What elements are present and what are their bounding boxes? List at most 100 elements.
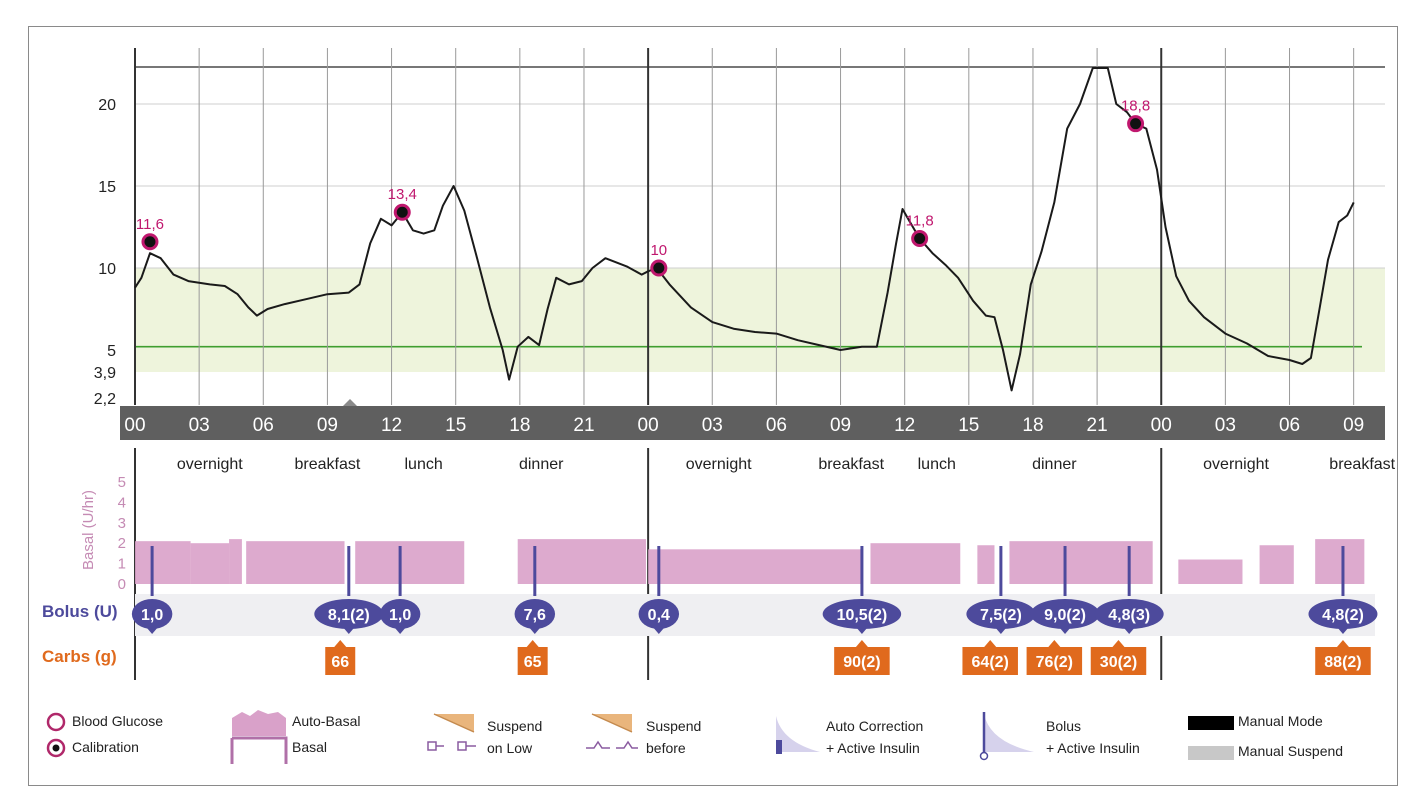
legend-suspend-before-1: Suspend: [646, 718, 702, 734]
carbs-box: [1315, 647, 1371, 675]
carbs-pointer: [334, 640, 347, 647]
meal-period-label: overnight: [1203, 456, 1269, 473]
bg-reading-label: 11,8: [906, 212, 934, 229]
bolus-label: 4,8(3): [1108, 607, 1150, 624]
x-tick-label: 15: [958, 415, 979, 436]
legend-bolus-2: + Active Insulin: [1046, 740, 1140, 756]
report-frame: [28, 26, 1398, 786]
basal-block: [1009, 541, 1153, 584]
bolus-pointer: [994, 627, 1007, 634]
carbs-label: 30(2): [1100, 654, 1137, 671]
bolus-label: 1,0: [141, 607, 163, 624]
basal-block: [870, 543, 961, 584]
x-tick-label: 06: [1279, 415, 1300, 436]
glucose-line: [134, 67, 1355, 392]
bg-reading-marker: [393, 203, 411, 221]
carbs-pointer: [984, 640, 997, 647]
legend-blood-glucose: Blood Glucose: [72, 713, 164, 729]
basal-block: [246, 541, 345, 584]
carbs-label: 90(2): [843, 654, 880, 671]
carbs-pointer: [526, 640, 539, 647]
bg-reading-label: 10: [650, 242, 667, 259]
y-tick-label: 10: [98, 261, 116, 278]
x-tick-label: 00: [1151, 415, 1172, 436]
blood-glucose-icon: [46, 712, 66, 732]
carbs-pointer: [1112, 640, 1125, 647]
bolus-pointer: [394, 627, 407, 634]
bg-reading-marker: [141, 233, 159, 251]
y-tick-label: 3,9: [94, 365, 116, 382]
x-tick-label: 09: [830, 415, 851, 436]
bolus-pill: [131, 599, 173, 629]
carbs-axis-label: Carbs (g): [42, 647, 117, 666]
y-tick-label: 2,2: [94, 391, 116, 408]
basal-block: [1315, 539, 1365, 584]
bg-reading-label: 18,8: [1121, 98, 1150, 115]
x-tick-label: 18: [1022, 415, 1043, 436]
x-tick-label: 21: [1087, 415, 1108, 436]
bolus-pill: [514, 599, 556, 629]
bolus-pill: [1308, 599, 1378, 629]
carbs-label: 88(2): [1324, 654, 1361, 671]
basal-block: [1178, 559, 1243, 584]
bg-reading-marker: [650, 259, 668, 277]
legend-bolus-1: Bolus: [1046, 718, 1082, 734]
bolus-pointer: [855, 627, 868, 634]
legend-basal: Basal: [292, 739, 328, 755]
meal-period-label: lunch: [918, 456, 956, 473]
bolus-label: 10,5(2): [837, 607, 888, 624]
basal-block: [648, 549, 862, 584]
legend-auto-correction-2: + Active Insulin: [826, 740, 920, 756]
carbs-box: [1090, 647, 1147, 675]
meal-period-label: breakfast: [295, 456, 361, 473]
basal-block: [229, 539, 242, 584]
x-tick-label: 00: [124, 415, 145, 436]
bolus-label: 4,8(2): [1322, 607, 1364, 624]
legend-suspend-on-low-2: on Low: [487, 740, 533, 756]
bolus-axis-label: Bolus (U): [42, 602, 118, 621]
bolus-pointer: [652, 627, 665, 634]
meal-period-label: dinner: [519, 456, 564, 473]
y-tick-label: 20: [98, 97, 116, 114]
basal-tick-label: 5: [118, 474, 126, 491]
y-tick-label: 15: [98, 179, 116, 196]
x-tick-label: 12: [894, 415, 915, 436]
bolus-label: 1,0: [389, 607, 411, 624]
bolus-pill: [638, 599, 680, 629]
bolus-pointer: [1336, 627, 1349, 634]
carbs-pointer: [1336, 640, 1349, 647]
target-range-band: [135, 268, 1385, 372]
carbs-pointer: [1048, 640, 1061, 647]
bg-reading-marker: [911, 229, 929, 247]
meal-period-label: overnight: [177, 456, 243, 473]
x-tick-label: 21: [573, 415, 594, 436]
meal-period-label: lunch: [405, 456, 443, 473]
carbs-label: 64(2): [972, 654, 1009, 671]
legend-manual-mode: Manual Mode: [1238, 713, 1323, 729]
basal-block: [190, 543, 230, 584]
basal-tick-label: 0: [118, 576, 126, 593]
suspend-on-low-icon: [427, 713, 476, 751]
carbs-box: [325, 647, 356, 675]
bolus-label: 0,4: [648, 607, 670, 624]
bolus-label: 7,5(2): [980, 607, 1022, 624]
bg-reading-marker: [1127, 115, 1145, 133]
x-tick-label: 18: [509, 415, 530, 436]
basal-tick-label: 3: [118, 515, 126, 532]
legend-suspend-on-low-1: Suspend: [487, 718, 543, 734]
bolus-label: 7,6: [524, 607, 546, 624]
x-tick-label: 09: [1343, 415, 1364, 436]
manual-suspend-icon: [1188, 746, 1234, 760]
legend-calibration: Calibration: [72, 739, 139, 755]
auto-correction-icon: [776, 716, 820, 754]
carbs-box: [962, 647, 1018, 675]
bolus-pill: [1030, 599, 1100, 629]
x-tick-label: 03: [189, 415, 210, 436]
x-tick-label: 06: [766, 415, 787, 436]
time-axis-bar: [120, 406, 1385, 440]
x-tick-label: 12: [381, 415, 402, 436]
carbs-box: [834, 647, 890, 675]
bolus-pill: [379, 599, 421, 629]
meal-period-label: overnight: [686, 456, 752, 473]
bolus-label: 9,0(2): [1044, 607, 1086, 624]
